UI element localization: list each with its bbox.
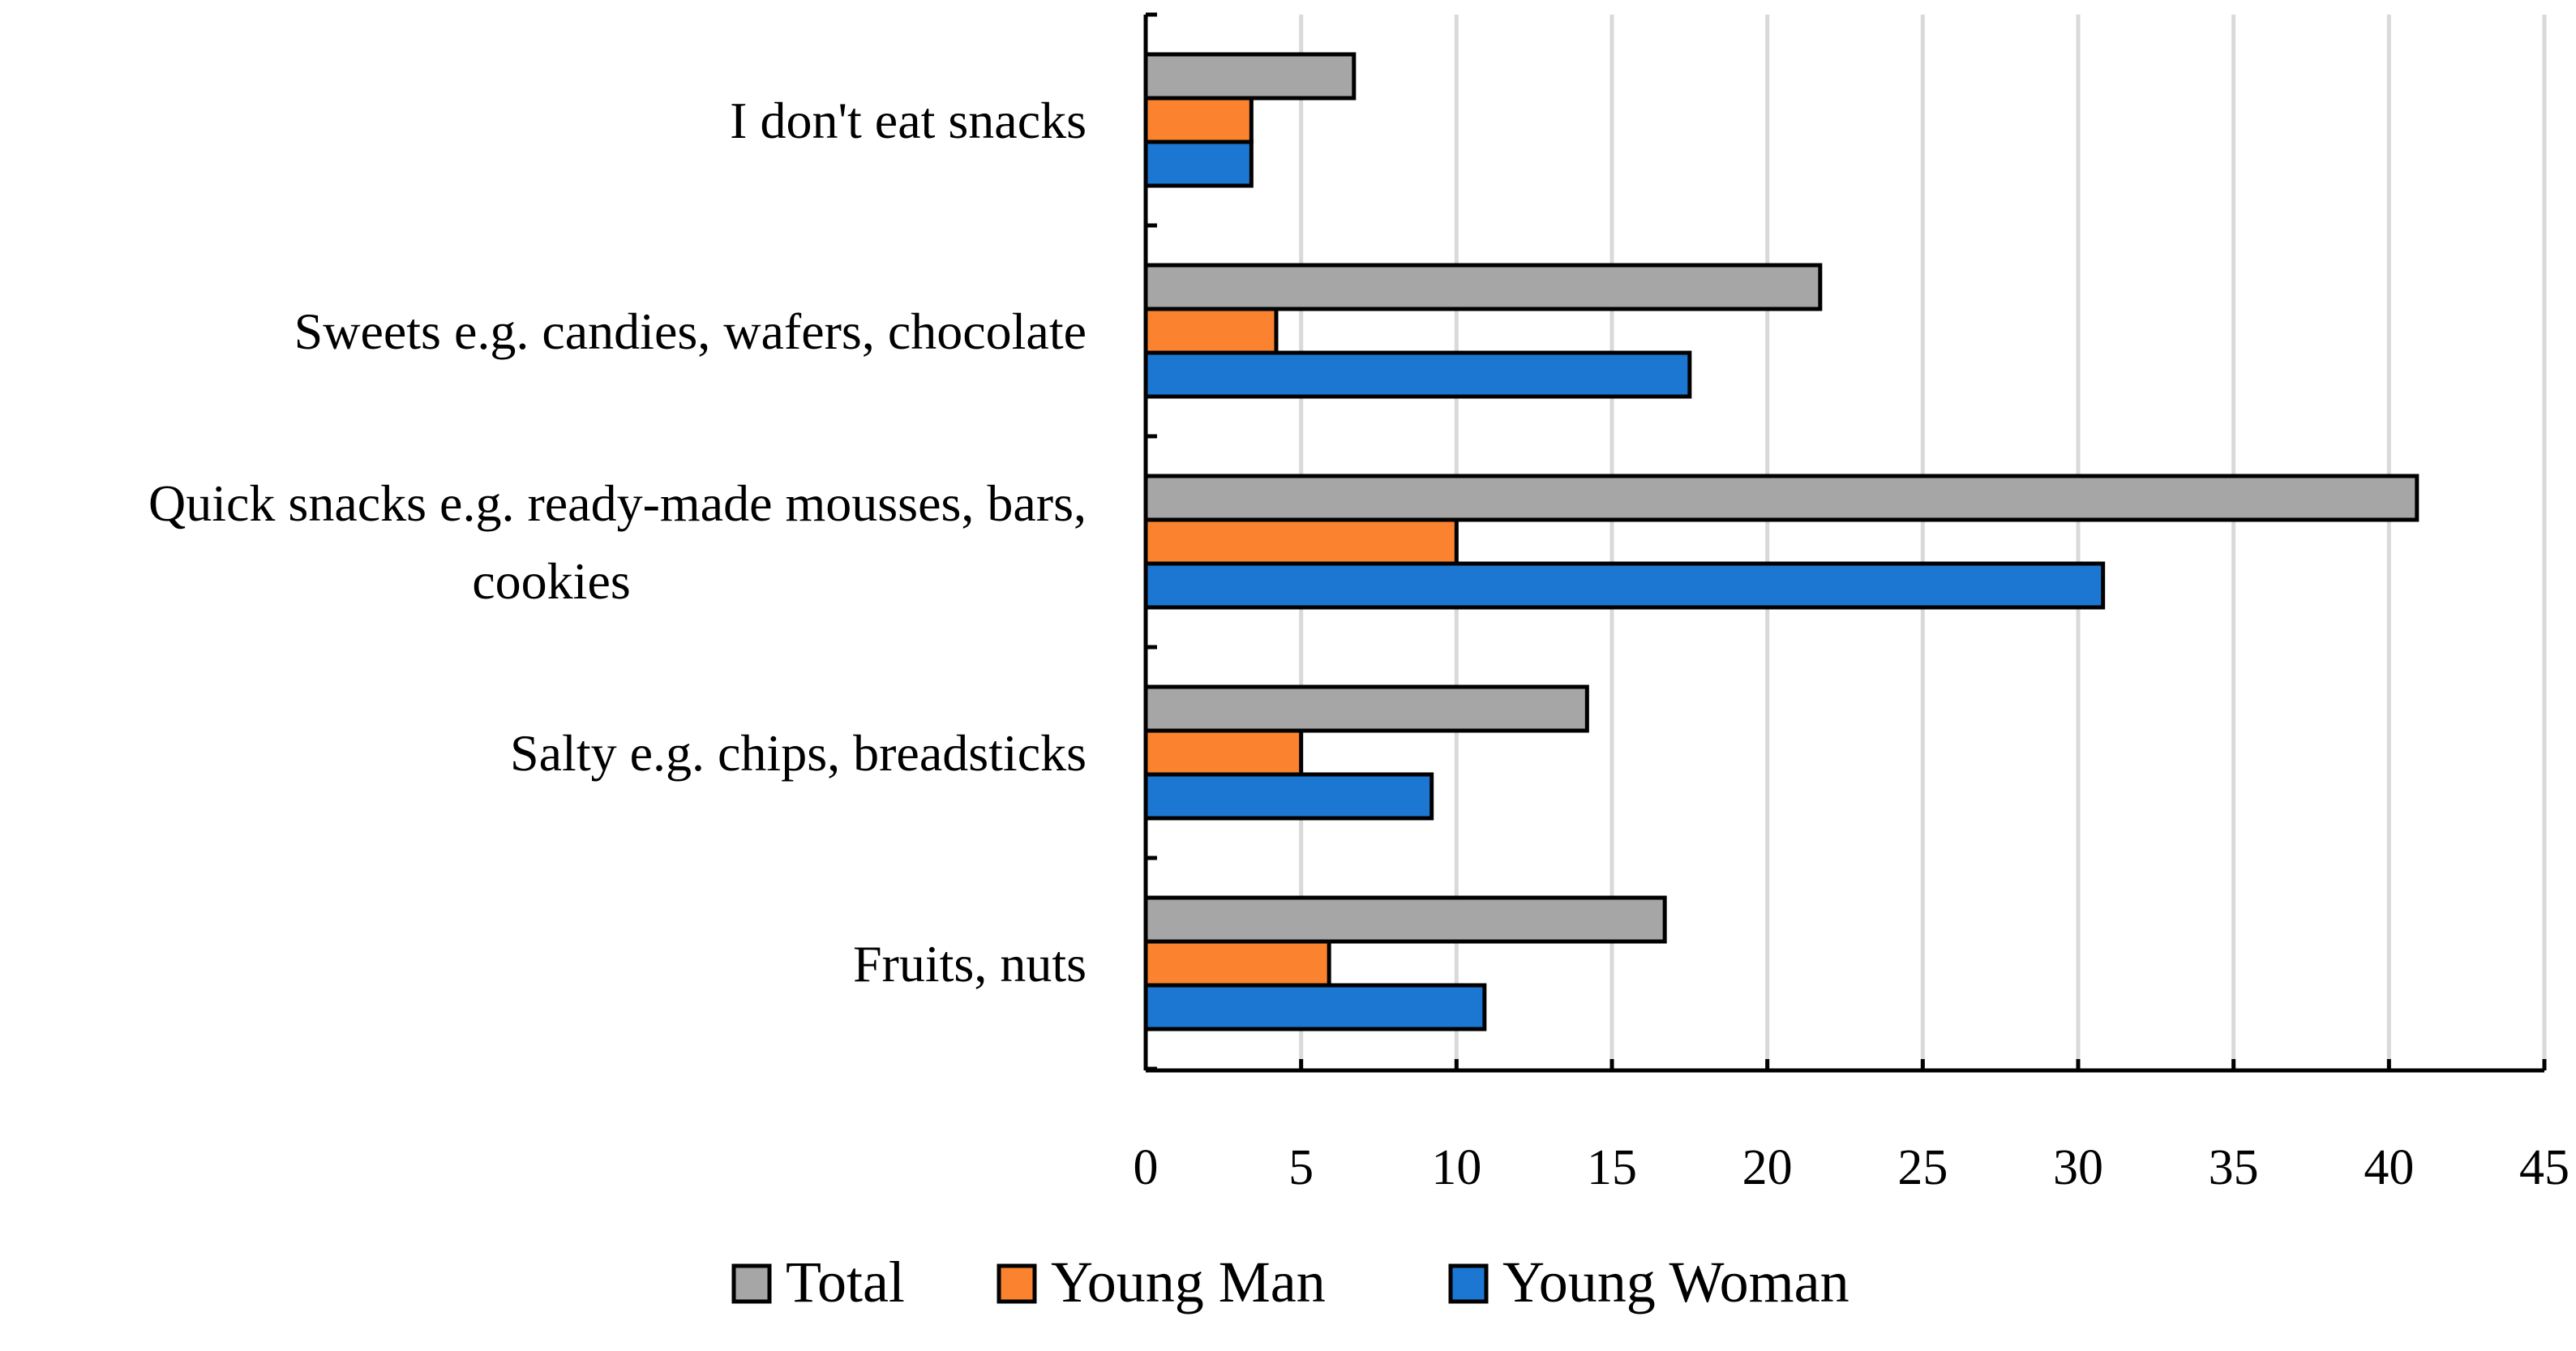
- bar-young-man: [1143, 939, 1331, 988]
- legend-swatch: [997, 1263, 1037, 1304]
- x-tick-label: 45: [2519, 1140, 2570, 1195]
- bar-total: [1143, 52, 1357, 101]
- bar-young-man: [1143, 96, 1254, 144]
- x-tick-label: 15: [1587, 1140, 1637, 1195]
- category-label: Quick snacks e.g. ready-made mousses, ba…: [148, 474, 1087, 532]
- bar-young-woman: [1143, 350, 1692, 399]
- x-tick-label: 40: [2364, 1140, 2414, 1195]
- category-label: I don't eat snacks: [730, 92, 1087, 149]
- category-label: Fruits, nuts: [853, 935, 1087, 993]
- x-tick-label: 5: [1288, 1140, 1314, 1195]
- gridlines: [1299, 15, 2547, 1070]
- x-tick-label: 25: [1897, 1140, 1948, 1195]
- bar-young-woman: [1143, 139, 1254, 188]
- x-tick-label: 0: [1134, 1140, 1159, 1195]
- legend-label: Total: [786, 1250, 905, 1315]
- legend-swatch: [731, 1263, 772, 1304]
- x-tick-label: 10: [1431, 1140, 1481, 1195]
- bar-young-man: [1143, 517, 1459, 566]
- bar-total: [1143, 263, 1823, 311]
- legend: Total Young Man Young Woman: [731, 1250, 1849, 1315]
- bar-young-woman: [1143, 561, 2106, 610]
- category-labels: I don't eat snacks Sweets e.g. candies, w…: [148, 92, 1087, 993]
- category-label: Salty e.g. chips, breadsticks: [510, 724, 1087, 782]
- bar-young-man: [1143, 728, 1304, 777]
- bar-young-man: [1143, 307, 1279, 355]
- bars: [1143, 52, 2420, 1031]
- x-tick-label: 20: [1742, 1140, 1793, 1195]
- category-label: cookies: [472, 552, 631, 610]
- category-label: Sweets e.g. candies, wafers, chocolate: [294, 302, 1087, 360]
- legend-label: Young Man: [1051, 1250, 1326, 1315]
- tick-labels: 0 5 10 15 20 25 30 35 40 45: [1134, 1140, 2570, 1195]
- bar-total: [1143, 895, 1667, 944]
- bar-total: [1143, 474, 2420, 522]
- bar-young-woman: [1143, 772, 1434, 821]
- bar-total: [1143, 684, 1589, 733]
- x-tick-label: 30: [2053, 1140, 2103, 1195]
- bar-young-woman: [1143, 983, 1487, 1031]
- x-tick-label: 35: [2209, 1140, 2259, 1195]
- legend-swatch: [1448, 1263, 1489, 1304]
- axes: [1143, 12, 2547, 1073]
- legend-label: Young Woman: [1502, 1250, 1849, 1315]
